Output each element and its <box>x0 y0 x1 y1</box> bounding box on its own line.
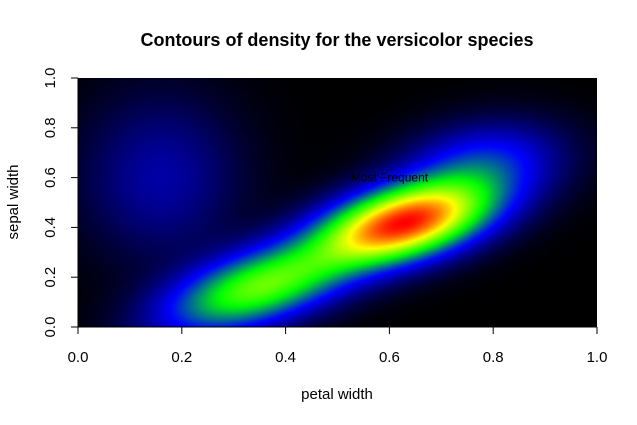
y-tick-label: 0.0 <box>42 317 59 338</box>
x-axis-label: petal width <box>301 386 373 403</box>
chart-title: Contours of density for the versicolor s… <box>140 30 533 50</box>
y-tick-label: 0.2 <box>42 267 59 288</box>
y-tick-label: 0.6 <box>42 167 59 188</box>
y-axis: 0.0 0.2 0.4 0.6 0.8 1.0 <box>42 68 79 338</box>
x-tick-label: 1.0 <box>587 349 608 366</box>
annotation-most-frequent: Most Frequent <box>351 171 429 185</box>
x-tick-label: 0.0 <box>68 349 89 366</box>
x-tick-label: 0.8 <box>483 349 504 366</box>
x-tick-label: 0.6 <box>379 349 400 366</box>
y-tick-label: 1.0 <box>42 68 59 89</box>
x-axis: 0.0 0.2 0.4 0.6 0.8 1.0 <box>68 326 608 366</box>
annotation-layer: Most Frequent <box>351 171 429 185</box>
x-tick-label: 0.2 <box>171 349 192 366</box>
y-tick-label: 0.8 <box>42 117 59 138</box>
y-axis-label: sepal width <box>5 164 22 239</box>
x-tick-label: 0.4 <box>275 349 296 366</box>
y-tick-label: 0.4 <box>42 217 59 238</box>
density-heatmap <box>78 78 597 327</box>
